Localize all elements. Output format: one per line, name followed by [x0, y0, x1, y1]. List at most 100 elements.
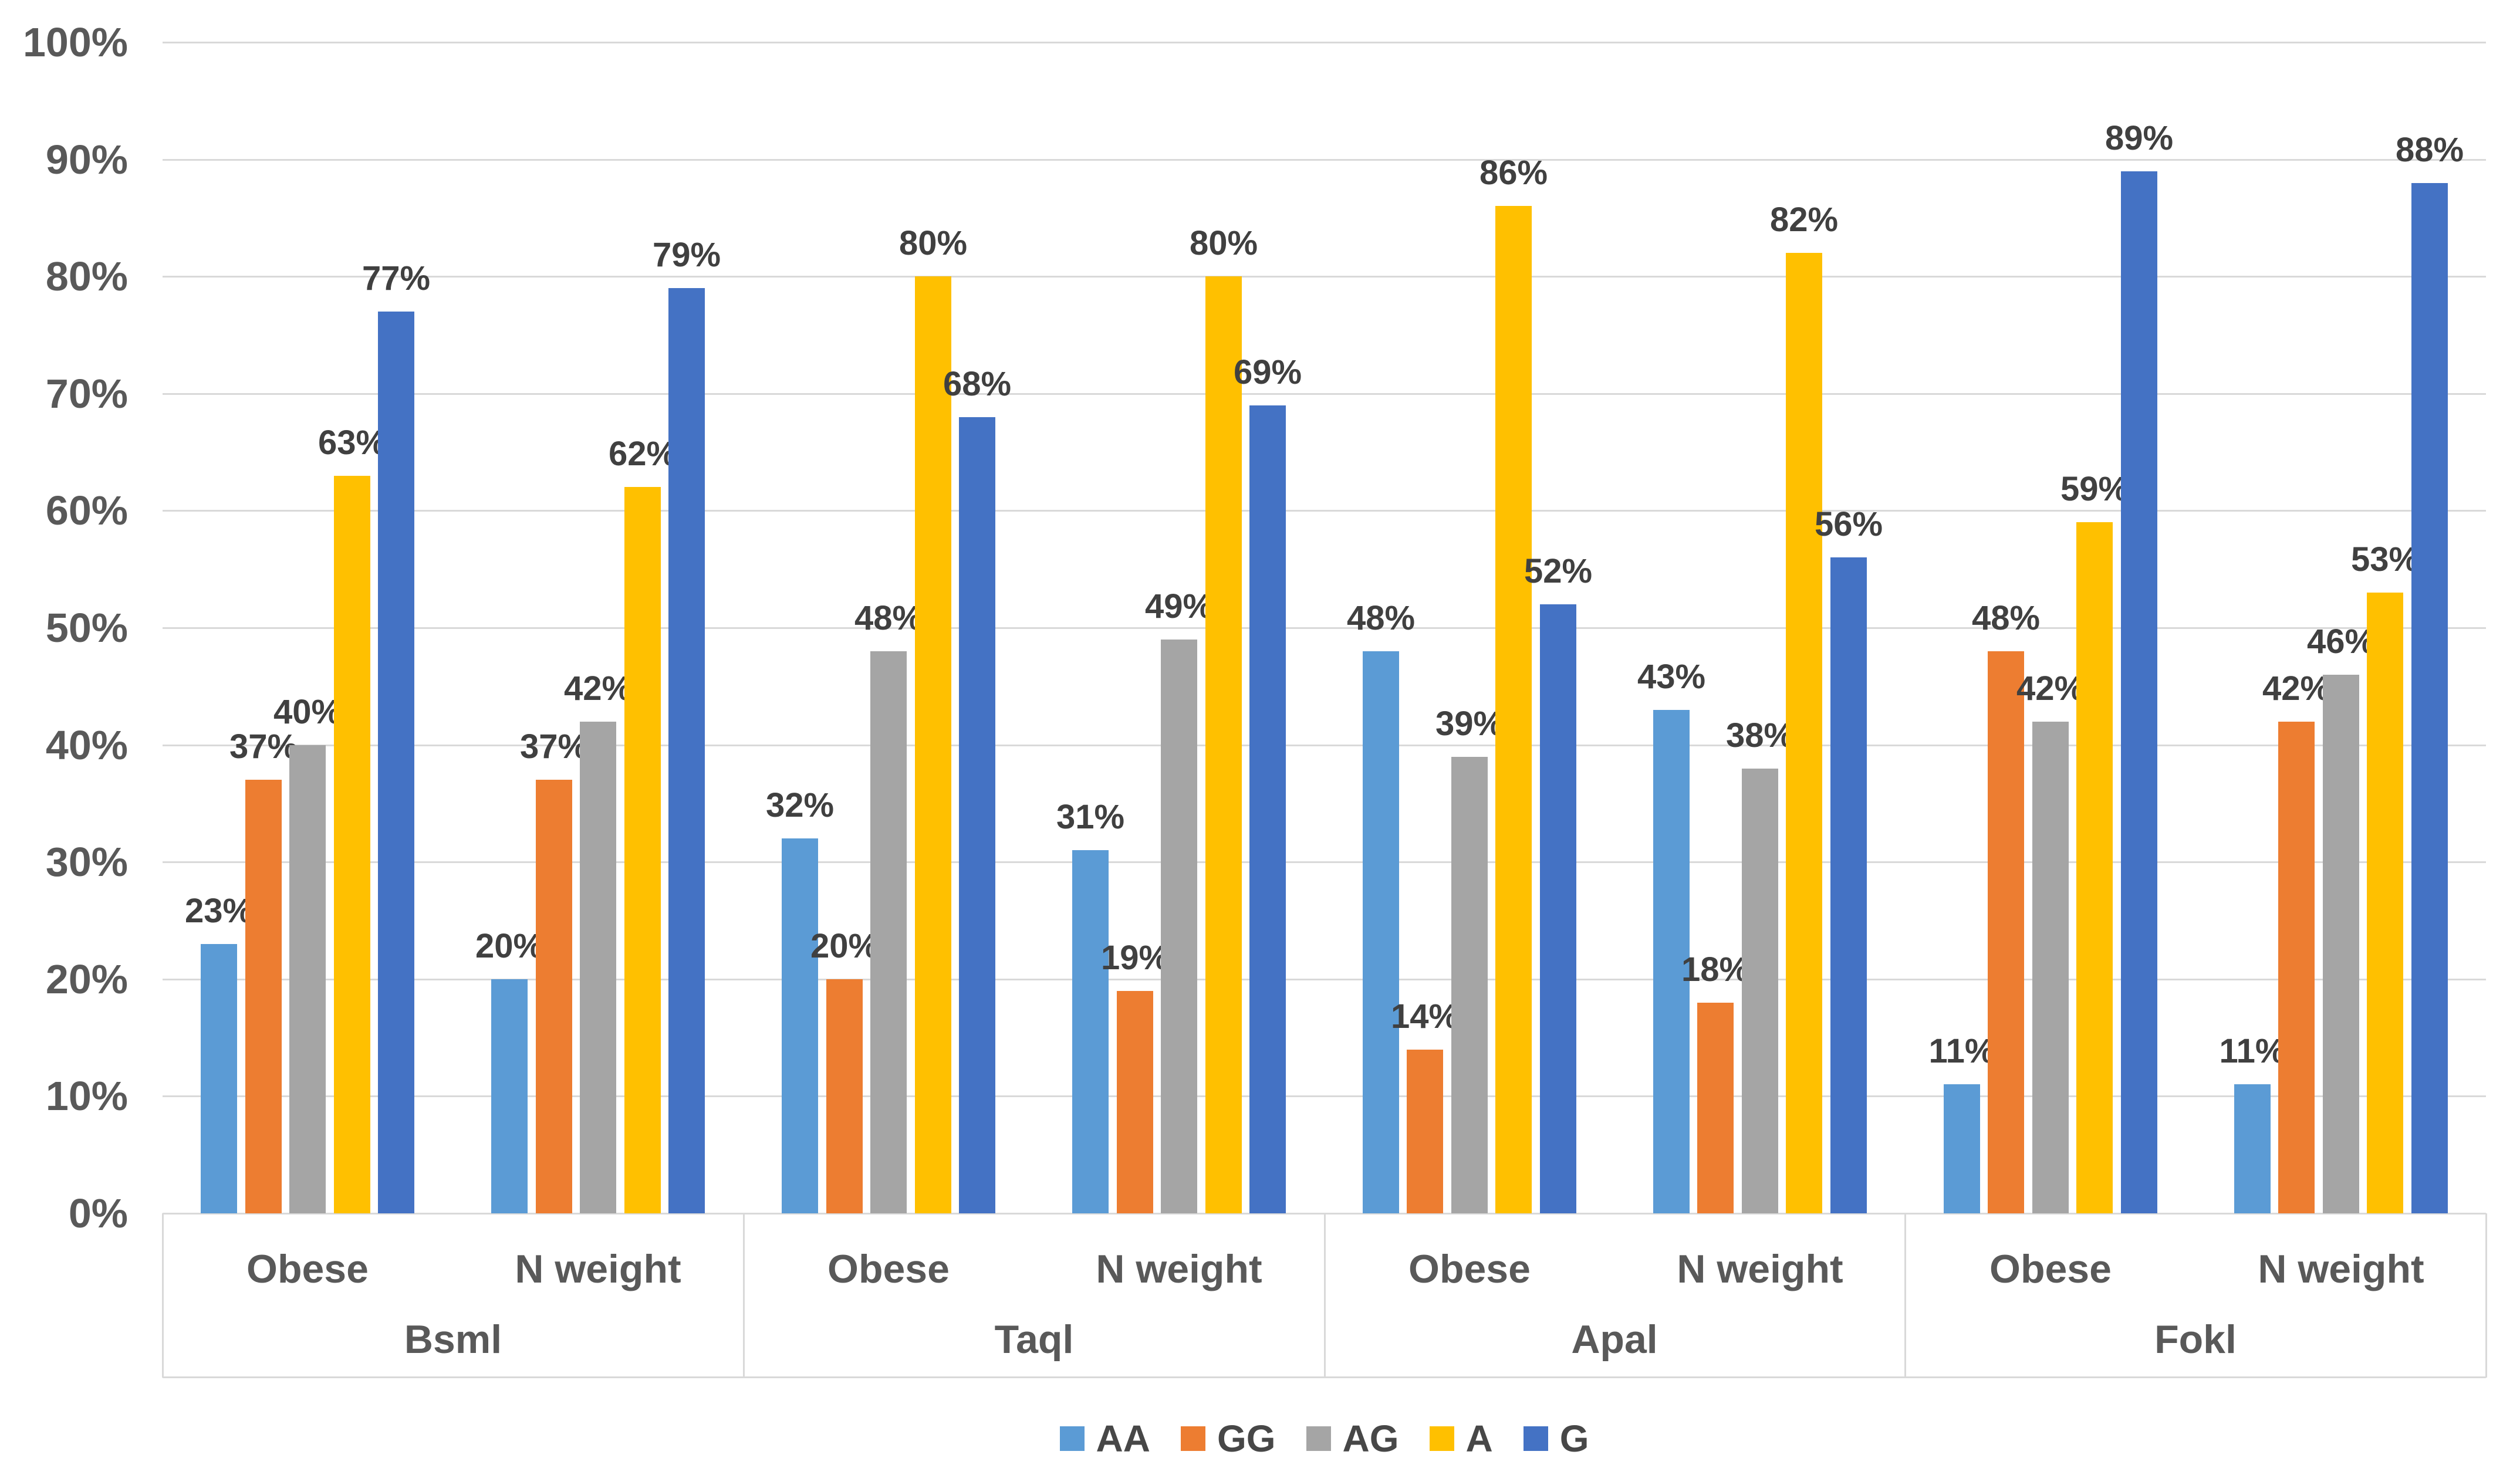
bar-value-label: 31% [1056, 798, 1125, 836]
bar-value-label: 82% [1769, 201, 1839, 239]
subgroup-label: Obese [827, 1247, 950, 1291]
bar-ag [1451, 757, 1488, 1213]
legend-swatch-aa [1059, 1426, 1085, 1451]
bar-value-label: 38% [1725, 716, 1795, 755]
group-divider-line [743, 1213, 745, 1378]
bar-value-label: 48% [1971, 599, 2041, 637]
legend-item-aa: AA [1059, 1418, 1150, 1460]
group-divider-line [1324, 1213, 1326, 1378]
bar-g [668, 288, 705, 1213]
bar-value-label: 89% [2104, 119, 2174, 157]
bar-aa [1944, 1084, 1980, 1213]
bar-a [1786, 253, 1822, 1213]
bar-ag [580, 722, 616, 1213]
bar-g [378, 312, 414, 1213]
y-tick-label: 40% [45, 722, 128, 768]
bar-value-label: 88% [2395, 131, 2464, 169]
subgroup-label: Obese [1408, 1247, 1531, 1291]
legend-swatch-gg [1180, 1426, 1205, 1451]
bar-value-label: 14% [1390, 997, 1460, 1036]
gridline [163, 1095, 2486, 1097]
gridline [163, 745, 2486, 746]
legend-item-g: G [1523, 1418, 1589, 1460]
bar-a [334, 476, 370, 1213]
bar-value-label: 63% [317, 424, 387, 462]
bar-g [1540, 604, 1576, 1213]
y-tick-label: 90% [45, 137, 128, 182]
legend-swatch-g [1523, 1426, 1548, 1451]
bar-aa [1653, 710, 1690, 1213]
bar-a [915, 276, 951, 1213]
bar-ag [2323, 675, 2359, 1213]
bar-gg [1697, 1003, 1734, 1213]
group-divider-line [162, 1213, 164, 1378]
bar-value-label: 69% [1233, 353, 1302, 391]
legend: AA GG AG A G [163, 1415, 2486, 1462]
bar-value-label: 52% [1524, 552, 1593, 590]
gridline [163, 159, 2486, 161]
y-tick-label: 70% [45, 371, 128, 417]
bar-value-label: 39% [1435, 705, 1504, 743]
bar-aa [1072, 850, 1109, 1213]
bar-value-label: 80% [898, 224, 968, 262]
bar-value-label: 86% [1479, 154, 1548, 192]
y-tick-label: 60% [45, 488, 128, 533]
legend-label: GG [1217, 1418, 1276, 1460]
bar-value-label: 37% [519, 728, 589, 766]
bar-value-label: 32% [765, 786, 835, 824]
bar-g [1249, 405, 1286, 1213]
bar-value-label: 20% [810, 927, 879, 965]
y-tick-label: 30% [45, 839, 128, 885]
bar-value-label: 40% [273, 693, 342, 731]
bar-value-label: 20% [475, 927, 544, 965]
bar-value-label: 62% [608, 435, 677, 473]
bar-value-label: 11% [2219, 1032, 2286, 1070]
bar-gg [826, 979, 863, 1213]
legend-label: AA [1096, 1418, 1150, 1460]
bar-ag [289, 745, 326, 1213]
legend-label: AG [1342, 1418, 1399, 1460]
legend-item-gg: GG [1180, 1418, 1276, 1460]
bar-a [624, 487, 661, 1213]
legend-label: A [1465, 1418, 1493, 1460]
gridline [163, 393, 2486, 395]
subgroup-label: Obese [246, 1247, 369, 1291]
group-label: Fokl [2154, 1317, 2237, 1362]
bar-a [1205, 276, 1242, 1213]
bar-gg [1988, 651, 2024, 1213]
legend-item-a: A [1429, 1418, 1493, 1460]
bar-aa [201, 944, 237, 1213]
bar-value-label: 48% [1346, 599, 1416, 637]
bar-g [959, 417, 995, 1213]
bar-ag [870, 651, 907, 1213]
bar-value-label: 56% [1814, 505, 1883, 543]
bar-gg [2278, 722, 2315, 1213]
gridline [163, 627, 2486, 629]
bar-ag [1742, 769, 1778, 1213]
y-tick-label: 10% [45, 1073, 128, 1119]
bar-gg [1407, 1050, 1443, 1213]
bar-value-label: 77% [362, 259, 431, 297]
bar-value-label: 42% [2016, 669, 2085, 708]
bar-value-label: 80% [1189, 224, 1258, 262]
bar-value-label: 19% [1100, 939, 1170, 977]
bar-value-label: 18% [1681, 950, 1750, 989]
bar-value-label: 46% [2306, 623, 2376, 661]
bar-value-label: 49% [1144, 587, 1214, 625]
bar-value-label: 43% [1637, 658, 1706, 696]
legend-label: G [1559, 1418, 1589, 1460]
bar-aa [2234, 1084, 2271, 1213]
y-tick-label: 0% [68, 1190, 128, 1236]
bar-a [2367, 593, 2403, 1213]
bar-a [2076, 522, 2113, 1213]
bar-value-label: 42% [563, 669, 633, 708]
bar-g [2411, 183, 2448, 1213]
bar-g [1830, 557, 1867, 1213]
bar-ag [2032, 722, 2069, 1213]
bar-value-label: 53% [2350, 540, 2420, 579]
y-tick-label: 100% [22, 19, 128, 65]
bar-a [1495, 206, 1532, 1213]
group-divider-line [2485, 1213, 2487, 1378]
y-tick-label: 80% [45, 253, 128, 299]
